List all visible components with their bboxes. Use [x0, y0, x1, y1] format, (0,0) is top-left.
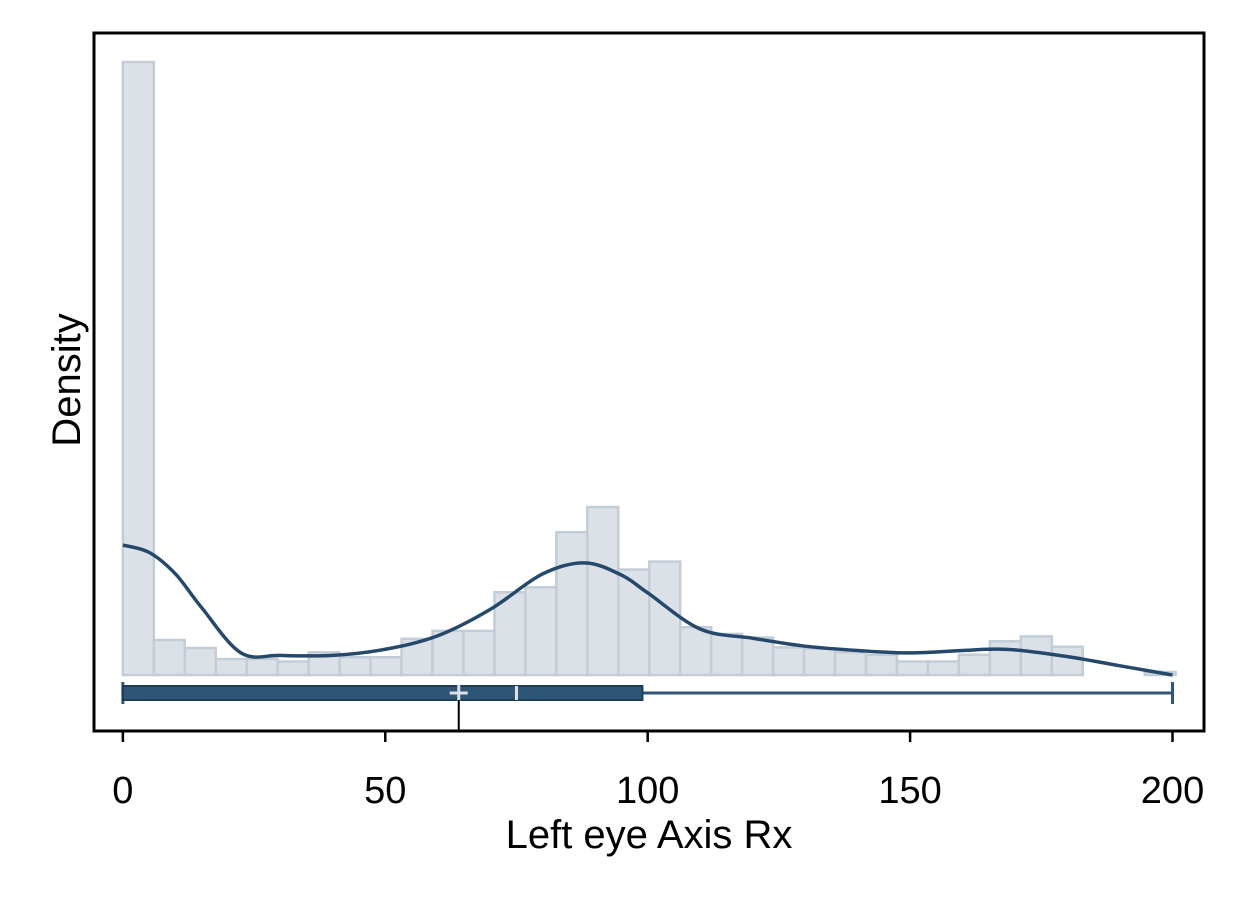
histogram-bar	[678, 625, 713, 677]
histogram-bar	[369, 655, 403, 677]
histogram-bar	[338, 655, 372, 677]
histogram-bar	[617, 568, 651, 677]
histogram-bar	[276, 660, 310, 677]
histogram-bar	[1019, 635, 1054, 677]
histogram-bar	[524, 586, 558, 677]
histogram-bar	[709, 632, 744, 677]
x-tick-label: 150	[878, 770, 941, 812]
histogram-bar	[1050, 645, 1085, 677]
x-axis-title: Left eye Axis Rx	[506, 813, 793, 857]
histogram-bar	[493, 590, 527, 677]
histogram-bar	[833, 651, 868, 677]
histogram-bar	[740, 636, 775, 677]
boxplot-layer	[121, 682, 1175, 731]
x-tick-label: 100	[616, 770, 679, 812]
histogram-bar	[121, 60, 156, 677]
histogram-bars	[121, 60, 1177, 677]
x-tick-label: 50	[364, 770, 406, 812]
histogram-bar	[648, 560, 682, 677]
boxplot-box	[121, 685, 644, 701]
histogram-bar	[926, 660, 961, 677]
histogram-bar	[462, 629, 496, 677]
histogram-bar	[802, 647, 837, 677]
histogram-bar	[864, 653, 899, 677]
histogram-bar	[988, 640, 1023, 677]
histogram-bar	[895, 660, 930, 677]
histogram-bar	[957, 653, 992, 677]
histogram-bar	[771, 646, 806, 677]
plot-frame	[92, 31, 1206, 733]
histogram-bar	[214, 657, 248, 677]
x-axis: 0 50 100 150 200	[112, 731, 1204, 812]
histogram-bar	[183, 646, 218, 677]
histogram-bar	[555, 530, 589, 677]
x-tick-label: 200	[1141, 770, 1204, 812]
x-tick-label: 0	[112, 770, 133, 812]
density-curve-layer	[122, 543, 1173, 677]
histogram-bar	[152, 638, 187, 677]
histogram-bar	[245, 657, 279, 677]
histogram-bar	[586, 505, 620, 677]
y-axis-title: Density	[45, 313, 89, 446]
density-curve	[122, 543, 1173, 677]
